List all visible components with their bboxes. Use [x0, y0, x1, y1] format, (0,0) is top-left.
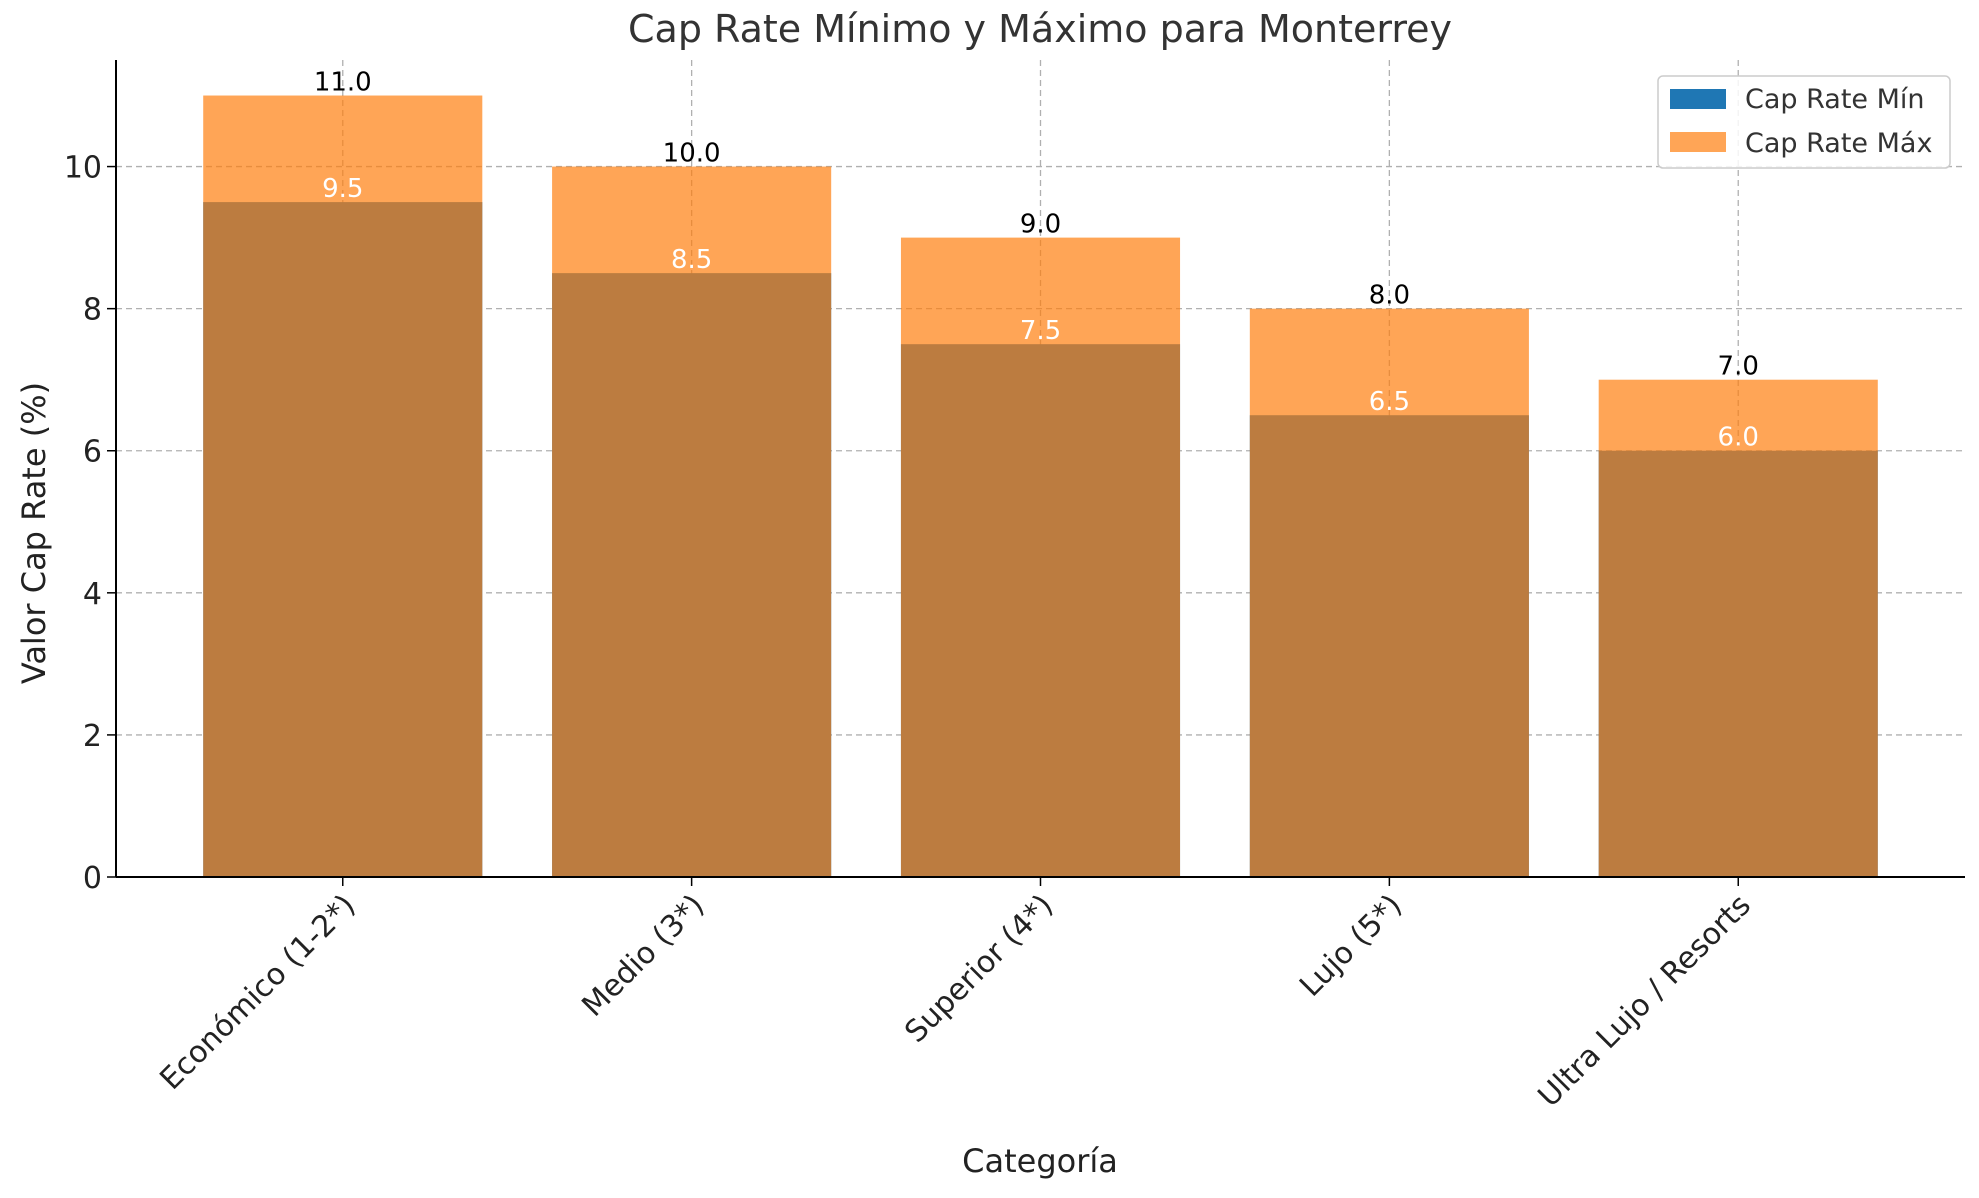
- bar-max: [552, 166, 832, 878]
- bar-max: [1598, 379, 1878, 877]
- legend: Cap Rate Mín Cap Rate Máx: [1657, 75, 1951, 169]
- y-tick-label: 0: [83, 861, 102, 896]
- data-label-max: 10.0: [663, 139, 721, 169]
- y-tick-label: 6: [83, 435, 102, 470]
- data-label-max: 7.0: [1718, 352, 1759, 382]
- bar-max: [203, 95, 483, 878]
- series-max-bars: [203, 95, 1878, 878]
- y-tick-label: 2: [83, 719, 102, 754]
- data-label-max: 8.0: [1369, 281, 1410, 311]
- data-label-max: 11.0: [314, 68, 372, 98]
- y-tick-label: 4: [83, 577, 102, 612]
- legend-swatch-max: [1670, 132, 1726, 152]
- data-label-min: 8.5: [671, 245, 712, 275]
- data-label-max: 9.0: [1020, 210, 1061, 240]
- bar-max: [1249, 308, 1529, 877]
- y-tick-label: 10: [64, 151, 102, 186]
- legend-box: [1657, 75, 1951, 169]
- legend-label-min: Cap Rate Mín: [1745, 84, 1925, 115]
- x-axis-label: Categoría: [962, 1142, 1118, 1180]
- data-label-min: 6.5: [1369, 387, 1410, 417]
- bar-max: [900, 237, 1181, 877]
- x-tick-label: Lujo (5*): [1293, 888, 1409, 1004]
- x-tick-label: Superior (4*): [898, 888, 1060, 1050]
- x-tick-label: Medio (3*): [575, 888, 711, 1024]
- x-tick-label: Ultra Lujo / Resorts: [1532, 888, 1758, 1114]
- data-label-min: 7.5: [1020, 316, 1061, 346]
- data-label-min: 6.0: [1718, 423, 1759, 453]
- data-labels: 11.0 10.0 9.0 8.0 7.0 9.5 8.5 7.5 6.5 6.0: [314, 68, 1759, 453]
- data-label-min: 9.5: [322, 174, 363, 204]
- y-tick-label: 8: [83, 293, 102, 328]
- x-tick-label: Económico (1-2*): [153, 888, 362, 1097]
- legend-label-max: Cap Rate Máx: [1745, 128, 1932, 159]
- axes: [107, 60, 1965, 886]
- legend-swatch-min: [1670, 89, 1726, 109]
- y-axis-label: Valor Cap Rate (%): [15, 382, 53, 684]
- chart-title: Cap Rate Mínimo y Máximo para Monterrey: [628, 7, 1452, 51]
